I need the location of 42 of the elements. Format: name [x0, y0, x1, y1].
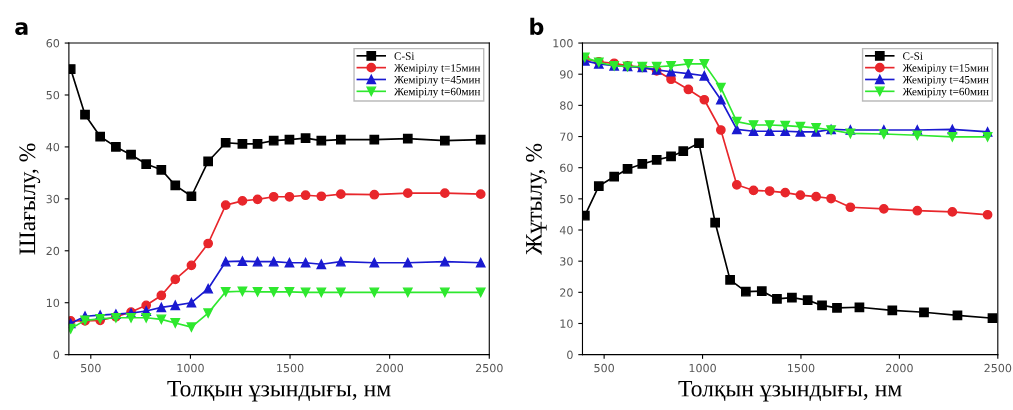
y-tick-label: 30 — [46, 194, 60, 204]
y-tick-label: 50 — [46, 90, 60, 100]
x-tick-label: 500 — [81, 363, 101, 373]
y-tick-label: 20 — [46, 246, 60, 256]
x-tick-label: 2000 — [376, 363, 404, 373]
y-axis-title: Шағылу, % — [19, 143, 41, 255]
y-tick-label: 20 — [560, 288, 573, 297]
y-tick-label: 30 — [560, 257, 573, 266]
legend-label: Жемірілу t=60мин — [902, 87, 989, 98]
x-tick-label: 2500 — [475, 363, 503, 373]
x-axis-title: Толқын ұзындығы, нм — [167, 380, 391, 402]
y-tick-label: 90 — [560, 70, 573, 79]
y-tick-label: 50 — [560, 194, 573, 204]
chart-title: a — [15, 22, 28, 36]
y-tick-label: 0 — [567, 350, 573, 360]
y-tick-label: 0 — [53, 350, 60, 360]
x-tick-label: 1500 — [788, 363, 815, 373]
x-tick-label: 2000 — [886, 363, 913, 373]
y-tick-label: 40 — [46, 142, 60, 152]
y-tick-label: 10 — [46, 298, 60, 308]
y-tick-label: 60 — [46, 39, 60, 48]
legend-label: C-Si — [394, 52, 415, 60]
legend-label: Жемірілу t=60мин — [394, 87, 481, 98]
y-axis-title: Жұтылу, % — [525, 143, 547, 255]
y-tick-label: 60 — [560, 163, 573, 173]
legend-label: C-Si — [903, 52, 923, 60]
y-tick-label: 80 — [560, 101, 573, 110]
x-tick-label: 1500 — [277, 363, 304, 373]
legend-label: Жемірілу t=45мин — [902, 76, 989, 86]
y-tick-label: 70 — [560, 132, 573, 141]
x-tick-label: 2500 — [984, 363, 1012, 373]
legend-label: Жемірілу t=15мин — [394, 64, 481, 74]
x-tick-label: 500 — [594, 363, 614, 373]
x-axis-title: Толқын ұзындығы, нм — [678, 380, 902, 402]
y-tick-label: 100 — [553, 39, 573, 48]
legend-label: Жемірілу t=45мин — [394, 76, 481, 86]
y-tick-label: 40 — [559, 225, 573, 235]
legend-label: Жемірілу t=15мин — [902, 64, 989, 74]
x-tick-label: 1000 — [689, 363, 716, 373]
chart-title: b — [530, 17, 544, 36]
y-tick-label: 10 — [560, 319, 573, 328]
x-tick-label: 1000 — [177, 363, 204, 373]
